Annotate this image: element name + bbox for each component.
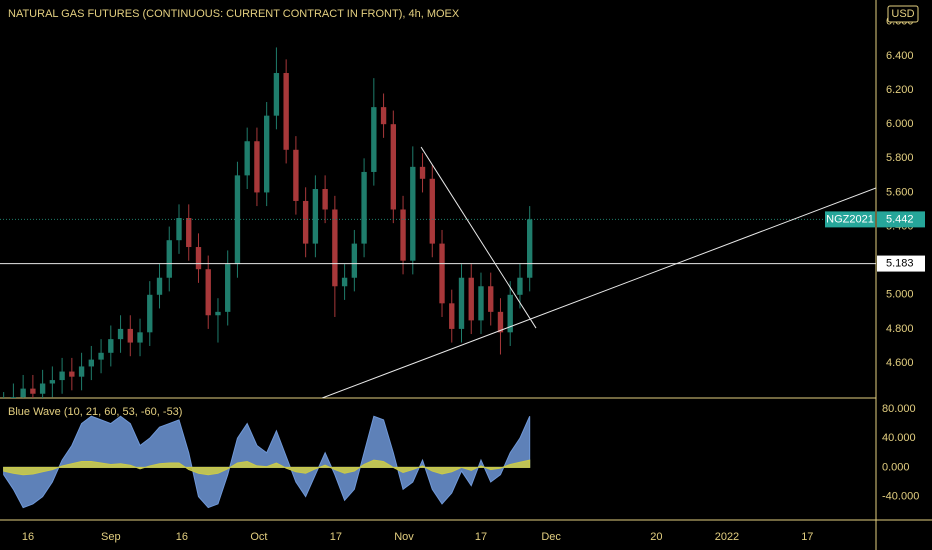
candle-body bbox=[312, 189, 319, 244]
candle-body bbox=[410, 166, 416, 261]
trendline bbox=[322, 187, 876, 398]
candle-body bbox=[380, 107, 387, 125]
last-price-box bbox=[877, 211, 925, 228]
candle-body bbox=[400, 209, 406, 261]
candle-body bbox=[186, 218, 192, 248]
candle-body bbox=[351, 243, 358, 278]
wave-area bbox=[3, 415, 531, 509]
candle-body bbox=[341, 277, 348, 287]
time-tick-label: 17 bbox=[801, 531, 813, 543]
candle-body bbox=[117, 328, 124, 340]
candle-body bbox=[429, 178, 435, 244]
candle-body bbox=[371, 107, 377, 172]
candle-body bbox=[254, 141, 260, 193]
candle-body bbox=[98, 352, 104, 360]
currency[interactable]: USD bbox=[891, 8, 914, 20]
last-price-label: 5.442 bbox=[886, 213, 914, 225]
candle-body bbox=[59, 371, 65, 381]
candle-body bbox=[137, 332, 143, 343]
candle-body bbox=[449, 303, 455, 329]
time-tick-label: 2022 bbox=[715, 531, 739, 543]
candle-body bbox=[78, 366, 85, 377]
candle-body bbox=[49, 380, 56, 384]
candle-body bbox=[332, 209, 338, 287]
price-tick-label: 4.800 bbox=[886, 323, 914, 335]
price-tick-label: 6.400 bbox=[886, 50, 914, 62]
candle-body bbox=[30, 388, 36, 394]
axes: 4.6004.8005.0005.2005.4005.6005.8006.000… bbox=[22, 16, 925, 543]
horizontal-line-label-box bbox=[877, 255, 925, 272]
price-tick-label: 5.000 bbox=[886, 289, 914, 301]
candle-body bbox=[244, 141, 250, 176]
candle-body bbox=[1, 406, 6, 415]
osc-tick-label: -40.000 bbox=[882, 491, 919, 503]
candle-body bbox=[458, 277, 465, 329]
candle-body bbox=[195, 247, 202, 270]
chart-title: NATURAL GAS FUTURES (CONTINUOUS: CURRENT… bbox=[8, 8, 460, 20]
time-tick-label: Oct bbox=[250, 531, 267, 543]
candle-body bbox=[322, 189, 328, 210]
time-tick-label: 17 bbox=[330, 531, 342, 543]
time-tick-label: Nov bbox=[394, 531, 414, 543]
trendline bbox=[420, 146, 537, 329]
candle-body bbox=[507, 294, 513, 333]
price-tick-label: 4.600 bbox=[886, 357, 914, 369]
symbol-box bbox=[825, 211, 875, 228]
signal-area bbox=[3, 459, 531, 476]
candle-body bbox=[205, 269, 211, 316]
candle-body bbox=[263, 115, 270, 193]
candle-body bbox=[273, 73, 280, 116]
candle-body bbox=[293, 149, 299, 201]
candle-body bbox=[302, 200, 309, 244]
candle-body bbox=[517, 277, 523, 295]
candle-body bbox=[419, 166, 426, 179]
time-tick-label: 17 bbox=[475, 531, 487, 543]
price-tick-label: 5.800 bbox=[886, 152, 914, 164]
candle-body bbox=[478, 286, 484, 321]
osc-tick-label: 40.000 bbox=[882, 432, 916, 444]
horizontal-line-label: 5.183 bbox=[886, 257, 914, 269]
osc-tick-label: 80.000 bbox=[882, 403, 916, 415]
time-tick-label: Sep bbox=[101, 531, 121, 543]
candle-body bbox=[166, 240, 172, 278]
candle-body bbox=[390, 124, 396, 210]
candle-body bbox=[439, 243, 445, 304]
price-tick-label: 6.000 bbox=[886, 118, 914, 130]
candle-body bbox=[127, 328, 133, 343]
price-tick-label: 5.600 bbox=[886, 186, 914, 198]
indicator-title: Blue Wave (10, 21, 60, 53, -60, -53) bbox=[8, 406, 182, 418]
candle-body bbox=[225, 264, 231, 312]
candle-body bbox=[39, 383, 46, 394]
time-tick-label: 16 bbox=[176, 531, 188, 543]
candle-body bbox=[88, 359, 95, 367]
osc-tick-label: 0.000 bbox=[882, 461, 910, 473]
candle-body bbox=[147, 294, 153, 333]
candle-body bbox=[20, 388, 26, 398]
candle-body bbox=[176, 218, 182, 241]
candle-body bbox=[283, 73, 289, 150]
candle-body bbox=[69, 371, 75, 377]
candle-body bbox=[10, 397, 17, 398]
candle-body bbox=[488, 286, 494, 312]
symbol-label: NGZ2021 bbox=[826, 213, 874, 225]
candle-body bbox=[527, 219, 533, 278]
oscillator-pane bbox=[3, 415, 531, 509]
price-tick-label: 6.200 bbox=[886, 84, 914, 96]
time-tick-label: 20 bbox=[650, 531, 662, 543]
currency-box[interactable] bbox=[887, 5, 919, 23]
candle-body bbox=[361, 171, 367, 244]
time-tick-label: Dec bbox=[541, 531, 561, 543]
candle-body bbox=[156, 277, 163, 295]
candle-body bbox=[215, 311, 221, 316]
time-tick-label: 16 bbox=[22, 531, 34, 543]
candle-body bbox=[468, 277, 474, 321]
candle-body bbox=[108, 339, 114, 353]
main-pane bbox=[0, 47, 876, 415]
candle-body bbox=[497, 311, 504, 333]
